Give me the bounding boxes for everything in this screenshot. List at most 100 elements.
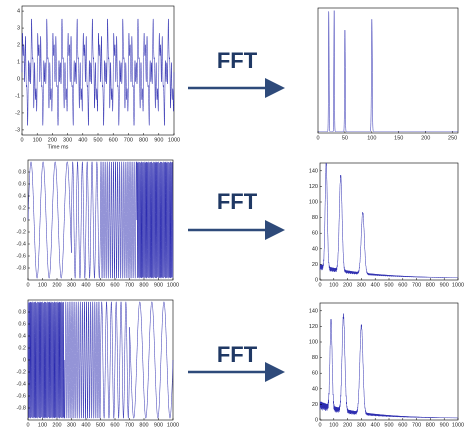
- fft-label: FFT: [217, 48, 258, 73]
- y-tick-label: -0.6: [17, 393, 26, 399]
- y-tick-label: 60: [312, 371, 318, 377]
- waveform: [319, 162, 459, 279]
- x-tick-label: 400: [81, 422, 90, 428]
- x-tick-label: 500: [93, 137, 102, 143]
- plot-area: [319, 162, 459, 281]
- y-tick-label: 80: [312, 215, 318, 221]
- y-tick-label: 40: [312, 246, 318, 252]
- x-tick-label: 900: [154, 282, 163, 288]
- x-tick-label: 300: [67, 422, 76, 428]
- y-tick-label: -0.4: [17, 241, 26, 247]
- x-tick-label: 700: [412, 282, 421, 288]
- x-tick-label: 300: [357, 422, 366, 428]
- y-tick-label: 0.8: [18, 309, 26, 315]
- y-tick-label: 0.8: [18, 169, 26, 175]
- x-tick-label: 600: [110, 282, 119, 288]
- x-tick-label: 0: [26, 282, 29, 288]
- y-tick-label: 0: [315, 277, 318, 283]
- x-tick-label: 100: [38, 282, 47, 288]
- x-tick-label: 500: [384, 422, 393, 428]
- y-tick-label: 0: [23, 217, 26, 223]
- x-tick-label: 800: [139, 282, 148, 288]
- x-axis-label: Time ms: [48, 144, 69, 150]
- x-tick-label: 900: [154, 137, 163, 143]
- y-tick-label: -0.2: [17, 369, 26, 375]
- fft-label: FFT: [217, 342, 258, 367]
- y-tick-label: 60: [312, 231, 318, 237]
- y-tick-label: 0.6: [18, 321, 26, 327]
- y-tick-label: 4: [17, 9, 20, 15]
- x-tick-label: 200: [343, 422, 352, 428]
- x-tick-label: 1000: [167, 422, 179, 428]
- y-tick-label: 140: [309, 308, 318, 314]
- y-tick-label: 0: [17, 76, 20, 82]
- x-tick-label: 900: [154, 422, 163, 428]
- y-tick-label: 20: [312, 262, 318, 268]
- x-tick-label: 900: [440, 422, 449, 428]
- x-tick-label: 900: [440, 282, 449, 288]
- waveform: [319, 313, 459, 419]
- x-tick-label: 100: [329, 422, 338, 428]
- x-tick-label: 200: [48, 137, 57, 143]
- waveform: [27, 301, 174, 419]
- x-tick-label: 600: [398, 282, 407, 288]
- x-tick-label: 700: [124, 137, 133, 143]
- x-tick-label: 300: [357, 282, 366, 288]
- waveform: [27, 161, 174, 279]
- y-tick-label: 120: [309, 324, 318, 330]
- x-tick-label: 200: [52, 282, 61, 288]
- y-tick-label: -0.8: [17, 405, 26, 411]
- x-tick-label: 300: [63, 137, 72, 143]
- x-tick-label: 800: [139, 137, 148, 143]
- x-tick-label: 0: [26, 422, 29, 428]
- y-tick-label: 1: [17, 59, 20, 65]
- x-tick-label: 50: [342, 135, 348, 141]
- y-tick-label: 100: [309, 199, 318, 205]
- x-tick-label: 200: [343, 282, 352, 288]
- x-tick-label: 700: [412, 422, 421, 428]
- y-tick-label: -0.6: [17, 253, 26, 259]
- x-tick-label: 100: [367, 135, 376, 141]
- x-tick-label: 400: [371, 422, 380, 428]
- x-tick-label: 100: [329, 282, 338, 288]
- y-tick-label: 140: [309, 168, 318, 174]
- x-tick-label: 600: [109, 137, 118, 143]
- y-tick-label: 0.4: [18, 333, 26, 339]
- y-tick-label: 0.6: [18, 181, 26, 187]
- x-tick-label: 1000: [452, 422, 464, 428]
- y-tick-label: 3: [17, 26, 20, 32]
- x-tick-label: 700: [125, 422, 134, 428]
- fft-label: FFT: [217, 189, 258, 214]
- y-tick-label: 0.2: [18, 205, 26, 211]
- x-tick-label: 800: [426, 422, 435, 428]
- y-tick-label: -2: [15, 110, 20, 116]
- plot-area: [317, 7, 459, 134]
- y-tick-label: 100: [309, 339, 318, 345]
- y-tick-label: -3: [15, 127, 20, 133]
- y-tick-label: -0.2: [17, 229, 26, 235]
- x-tick-label: 300: [67, 282, 76, 288]
- x-tick-label: 1000: [452, 282, 464, 288]
- x-tick-label: 200: [52, 422, 61, 428]
- y-tick-label: 0.2: [18, 345, 26, 351]
- y-tick-label: 0: [315, 417, 318, 423]
- x-tick-label: 1000: [167, 282, 179, 288]
- y-tick-label: 40: [312, 386, 318, 392]
- x-tick-label: 800: [426, 282, 435, 288]
- y-tick-label: 80: [312, 355, 318, 361]
- y-tick-label: 2: [17, 42, 20, 48]
- y-tick-label: 20: [312, 402, 318, 408]
- waveform: [21, 17, 175, 127]
- x-tick-label: 400: [78, 137, 87, 143]
- y-tick-label: -0.4: [17, 381, 26, 387]
- y-tick-label: -0.8: [17, 265, 26, 271]
- x-tick-label: 800: [139, 422, 148, 428]
- y-tick-label: 0: [23, 357, 26, 363]
- waveform: [318, 10, 458, 132]
- x-tick-label: 0: [316, 135, 319, 141]
- x-tick-label: 500: [96, 282, 105, 288]
- x-tick-label: 500: [384, 282, 393, 288]
- y-tick-label: 120: [309, 184, 318, 190]
- x-tick-label: 150: [394, 135, 403, 141]
